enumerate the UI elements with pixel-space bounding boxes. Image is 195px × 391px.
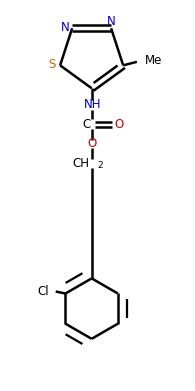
- Text: N: N: [60, 21, 69, 34]
- Text: Cl: Cl: [37, 285, 49, 298]
- Text: N: N: [107, 15, 116, 28]
- Text: CH: CH: [73, 157, 90, 170]
- Text: NH: NH: [83, 98, 101, 111]
- Text: Me: Me: [145, 54, 162, 67]
- Text: O: O: [87, 137, 96, 150]
- Text: C: C: [83, 118, 91, 131]
- Text: 2: 2: [98, 161, 103, 170]
- Text: O: O: [115, 118, 124, 131]
- Text: S: S: [48, 58, 56, 71]
